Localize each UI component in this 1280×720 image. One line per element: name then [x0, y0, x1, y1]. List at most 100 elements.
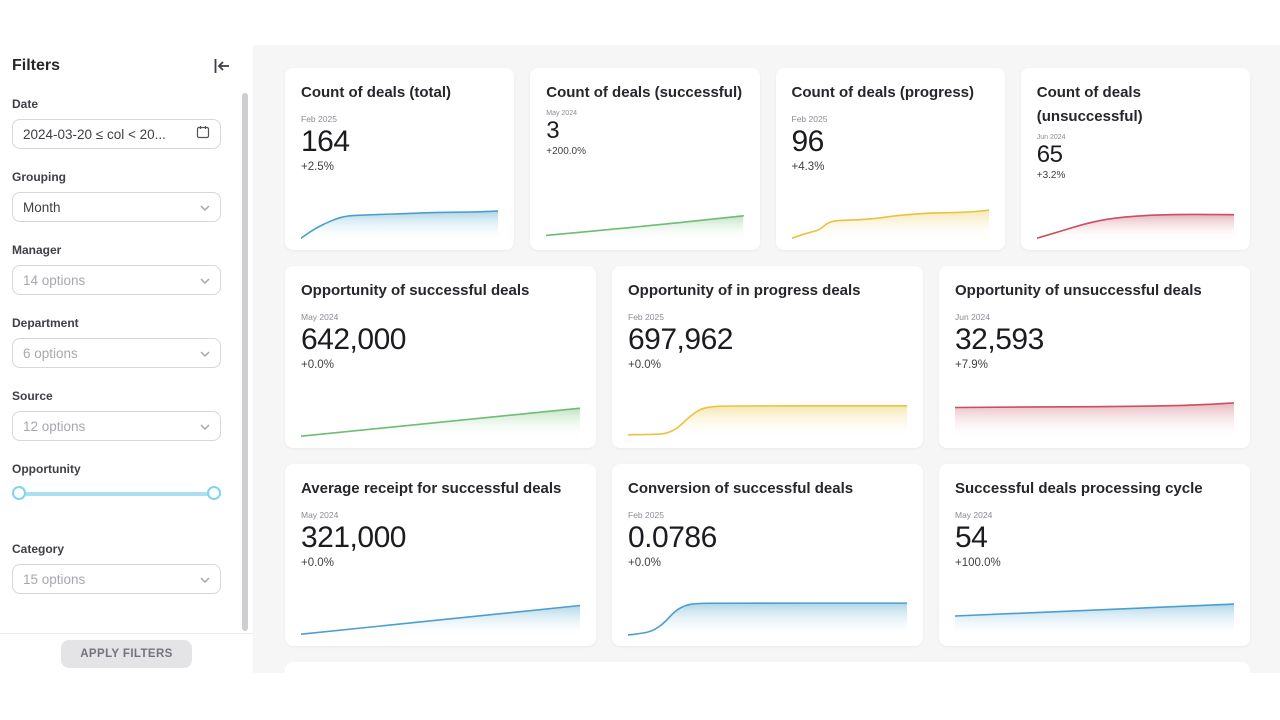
grouping-filter-label: Grouping [12, 170, 66, 184]
slider-min-handle[interactable] [12, 486, 26, 500]
kpi-card-period: May 2024 [301, 312, 339, 322]
kpi-card-delta: +4.3% [791, 161, 825, 173]
sparkline-line [628, 603, 907, 635]
sparkline-line [301, 211, 498, 238]
kpi-row-3: Average receipt for successful deals May… [285, 464, 1250, 646]
sparkline-chart [955, 397, 1234, 439]
manager-select[interactable]: 14 options [12, 265, 221, 295]
kpi-card: Conversion of successful deals Feb 2025 … [612, 464, 923, 646]
kpi-card-period: Feb 2025 [628, 510, 664, 520]
kpi-card-value: 32,593 [955, 323, 1044, 356]
source-select[interactable]: 12 options [12, 411, 221, 441]
chevron-down-icon [200, 271, 210, 289]
kpi-card-title: Count of deals (total) [301, 84, 451, 101]
sparkline-chart [791, 199, 989, 241]
sparkline-area [791, 210, 989, 241]
kpi-card-period: Feb 2025 [628, 312, 664, 322]
kpi-card-title: Count of deals (successful) [546, 84, 743, 101]
kpi-row-2: Opportunity of successful deals May 2024… [285, 266, 1250, 448]
sidebar-footer: APPLY FILTERS [0, 633, 253, 673]
kpi-card: Opportunity of unsuccessful deals Jun 20… [939, 266, 1250, 448]
kpi-card-period: May 2024 [301, 510, 339, 520]
collapse-sidebar-icon[interactable] [212, 57, 232, 75]
kpi-card-title: Opportunity of unsuccessful deals [955, 282, 1202, 299]
sparkline-line [546, 216, 743, 236]
category-select-placeholder: 15 options [23, 571, 86, 587]
kpi-card: Successful deals processing cycle May 20… [939, 464, 1250, 646]
opportunity-filter-label: Opportunity [12, 462, 81, 476]
kpi-card-title: Opportunity of successful deals [301, 282, 530, 299]
kpi-card-title: Count of deals (progress) [791, 84, 975, 101]
kpi-card-value: 3 [546, 117, 560, 144]
kpi-card: Average receipt for successful deals May… [285, 464, 596, 646]
kpi-card-title: Successful deals processing cycle [955, 480, 1203, 497]
department-select[interactable]: 6 options [12, 338, 221, 368]
kpi-card-value: 321,000 [301, 521, 406, 554]
kpi-card: Count of deals (unsuccessful) Jun 2024 6… [1020, 68, 1250, 250]
chevron-down-icon [200, 570, 210, 588]
kpi-card-title: Opportunity of in progress deals [628, 282, 861, 299]
kpi-card-delta: +200.0% [546, 146, 587, 158]
sparkline-area [546, 215, 744, 241]
kpi-card-value: 164 [301, 125, 350, 158]
sparkline-line [955, 604, 1234, 616]
department-select-placeholder: 6 options [23, 345, 78, 361]
kpi-card-value: 642,000 [301, 323, 406, 356]
kpi-card-delta: +3.2% [1036, 170, 1066, 182]
kpi-card-period: Jun 2024 [955, 312, 990, 322]
opportunity-range-slider[interactable] [12, 486, 221, 502]
kpi-card-delta: +0.0% [301, 359, 334, 371]
department-filter-label: Department [12, 316, 79, 330]
kpi-card-title: Count of deals (unsuccessful) [1036, 84, 1143, 125]
category-select[interactable]: 15 options [12, 564, 221, 594]
kpi-card-delta: +7.9% [955, 359, 988, 371]
filters-title: Filters [12, 57, 61, 74]
manager-filter-label: Manager [12, 243, 62, 257]
grouping-select-value: Month [23, 199, 61, 215]
kpi-card-value: 65 [1036, 141, 1063, 168]
filters-sidebar: Filters Date 2024-03-20 ≤ col < 20... Gr… [0, 45, 253, 673]
kpi-row-1: Count of deals (total) Feb 2025 164 +2.5… [285, 68, 1250, 250]
chevron-down-icon [200, 198, 210, 216]
kpi-card: Count of deals (progress) Feb 2025 96 +4… [775, 68, 1005, 250]
sparkline-chart [301, 397, 580, 439]
sparkline-line [301, 408, 580, 436]
slider-track[interactable] [12, 492, 221, 496]
kpi-card-period: May 2024 [546, 110, 577, 117]
kpi-card-period: Feb 2025 [301, 114, 337, 124]
category-filter-label: Category [12, 542, 65, 556]
sparkline-area [628, 603, 907, 637]
sparkline-chart [1036, 199, 1234, 241]
apply-filters-button[interactable]: APPLY FILTERS [61, 639, 192, 668]
chevron-down-icon [200, 417, 210, 435]
manager-select-placeholder: 14 options [23, 272, 86, 288]
sidebar-header: Filters [0, 45, 253, 75]
sparkline-area [301, 211, 499, 241]
chevron-down-icon [200, 344, 210, 362]
date-filter-label: Date [12, 97, 39, 111]
kpi-card-period: Feb 2025 [791, 114, 828, 124]
kpi-card-value: 54 [955, 521, 988, 554]
sparkline-chart [628, 397, 907, 439]
kpi-card-delta: +0.0% [628, 557, 661, 569]
sparkline-area [1036, 214, 1234, 241]
sparkline-area [628, 405, 907, 439]
grouping-select[interactable]: Month [12, 192, 221, 222]
dashboard-main: Count of deals (total) Feb 2025 164 +2.5… [253, 45, 1280, 673]
slider-max-handle[interactable] [207, 486, 221, 500]
date-range-input[interactable]: 2024-03-20 ≤ col < 20... [12, 119, 221, 149]
kpi-card-title: Conversion of successful deals [628, 480, 854, 497]
kpi-card-value: 697,962 [628, 323, 733, 356]
sparkline-line [1037, 214, 1234, 238]
sparkline-area [955, 604, 1234, 637]
sparkline-chart [301, 199, 499, 241]
sparkline-line [301, 606, 580, 635]
sparkline-chart [301, 595, 580, 637]
sparkline-area [955, 402, 1234, 439]
kpi-card: Opportunity of in progress deals Feb 202… [612, 266, 923, 448]
calendar-icon [196, 125, 210, 144]
kpi-card-value: 96 [791, 125, 825, 158]
sparkline-chart [955, 595, 1234, 637]
sidebar-scrollbar-thumb[interactable] [242, 93, 248, 631]
sparkline-line [628, 406, 907, 435]
